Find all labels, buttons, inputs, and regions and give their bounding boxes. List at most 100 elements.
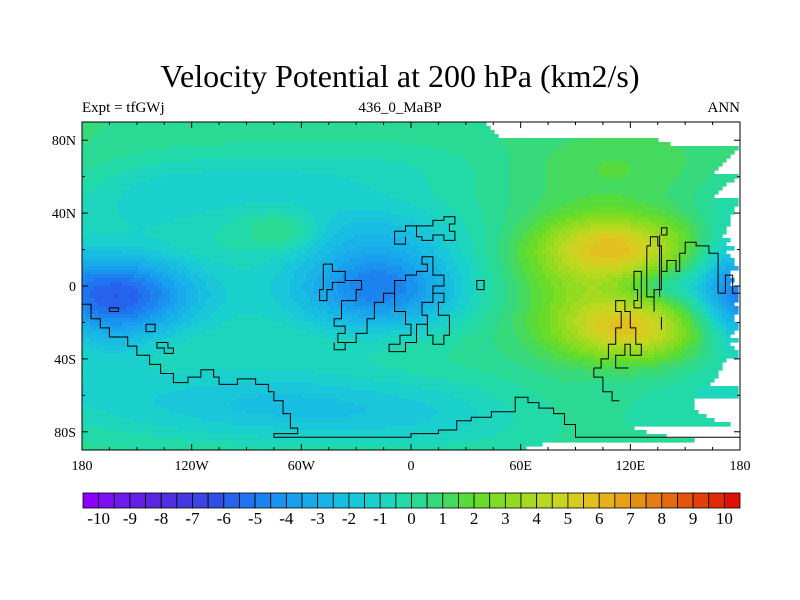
field-cell bbox=[650, 242, 659, 247]
field-cell bbox=[590, 302, 627, 307]
field-cell bbox=[490, 306, 503, 311]
field-cell bbox=[502, 274, 515, 279]
field-cell bbox=[582, 362, 659, 367]
field-cell bbox=[514, 326, 531, 331]
field-cell bbox=[246, 202, 295, 207]
field-cell bbox=[394, 246, 419, 251]
field-cell bbox=[526, 322, 539, 327]
field-cell bbox=[594, 334, 607, 339]
field-cell bbox=[522, 238, 531, 243]
field-cell bbox=[726, 330, 735, 335]
field-cell bbox=[82, 198, 119, 203]
field-cell bbox=[190, 326, 215, 331]
field-cell bbox=[290, 278, 307, 283]
field-cell bbox=[518, 334, 531, 339]
field-cell bbox=[314, 322, 343, 327]
field-cell bbox=[682, 170, 715, 175]
field-cell bbox=[206, 298, 227, 303]
field-cell bbox=[666, 298, 675, 303]
field-cell bbox=[438, 390, 487, 395]
colorbar-box bbox=[442, 492, 459, 509]
field-cell bbox=[414, 278, 427, 283]
field-cell bbox=[82, 406, 95, 411]
field-cell bbox=[282, 218, 303, 223]
field-cell bbox=[602, 162, 627, 167]
field-cell bbox=[438, 318, 451, 323]
field-cell bbox=[542, 290, 555, 295]
field-cell bbox=[674, 214, 691, 219]
field-cell bbox=[286, 262, 303, 267]
field-cell bbox=[562, 302, 575, 307]
field-cell bbox=[82, 278, 95, 283]
field-cell bbox=[262, 314, 295, 319]
field-cell bbox=[562, 330, 571, 335]
field-cell bbox=[230, 318, 275, 323]
field-cell bbox=[730, 326, 739, 331]
x-tick-label: 120W bbox=[175, 459, 210, 474]
field-cell bbox=[82, 214, 123, 219]
field-cell bbox=[554, 150, 683, 155]
field-cell bbox=[566, 202, 647, 207]
field-cell bbox=[106, 410, 171, 415]
field-cell bbox=[506, 206, 535, 211]
field-cell bbox=[482, 270, 491, 275]
field-cell bbox=[334, 298, 347, 303]
field-cell bbox=[238, 314, 263, 319]
field-cell bbox=[670, 358, 687, 363]
field-cell bbox=[578, 198, 635, 203]
field-cell bbox=[554, 238, 567, 243]
field-cell bbox=[358, 246, 395, 251]
field-cell bbox=[566, 338, 579, 343]
field-cell bbox=[678, 174, 711, 179]
field-cell bbox=[646, 282, 655, 287]
field-cell bbox=[546, 178, 675, 183]
field-cell bbox=[426, 174, 475, 179]
field-cell bbox=[586, 218, 631, 223]
field-cell bbox=[430, 182, 475, 187]
field-cell bbox=[186, 286, 195, 291]
field-cell bbox=[82, 442, 91, 447]
field-cell bbox=[562, 426, 635, 431]
field-cell bbox=[678, 314, 683, 319]
field-cell bbox=[482, 322, 499, 327]
field-cell bbox=[474, 246, 487, 251]
field-cell bbox=[386, 426, 463, 431]
colorbar-label: -4 bbox=[279, 509, 294, 528]
field-cell bbox=[546, 162, 603, 167]
field-cell bbox=[510, 254, 519, 259]
field-cell bbox=[734, 306, 739, 311]
field-cell bbox=[82, 350, 99, 355]
field-cell bbox=[222, 322, 283, 327]
field-cell bbox=[658, 246, 667, 251]
field-cell bbox=[526, 386, 663, 391]
field-cell bbox=[82, 234, 87, 239]
field-cell bbox=[726, 326, 731, 331]
field-cell bbox=[494, 278, 507, 283]
field-cell bbox=[682, 230, 691, 235]
field-cell bbox=[418, 282, 427, 287]
field-cell bbox=[406, 250, 423, 255]
field-cell bbox=[186, 302, 195, 307]
field-cell bbox=[670, 182, 703, 187]
field-cell bbox=[434, 262, 447, 267]
field-cell bbox=[214, 234, 251, 239]
field-cell bbox=[86, 302, 99, 307]
field-cell bbox=[502, 266, 511, 271]
field-cell bbox=[462, 426, 511, 431]
field-cell bbox=[486, 238, 499, 243]
field-cell bbox=[638, 282, 647, 287]
field-cell bbox=[650, 314, 659, 319]
field-cell bbox=[170, 322, 183, 327]
field-cell bbox=[542, 226, 551, 231]
colorbar-box bbox=[254, 492, 272, 509]
colorbar-box bbox=[395, 492, 412, 509]
field-cell bbox=[558, 322, 567, 327]
field-cell bbox=[338, 266, 355, 271]
field-cell bbox=[290, 286, 303, 291]
field-cell bbox=[198, 294, 211, 299]
field-cell bbox=[322, 270, 335, 275]
x-tick-label: 60W bbox=[288, 459, 316, 474]
colorbar-box bbox=[270, 492, 287, 509]
field-cell bbox=[214, 326, 295, 331]
field-cell bbox=[198, 322, 223, 327]
